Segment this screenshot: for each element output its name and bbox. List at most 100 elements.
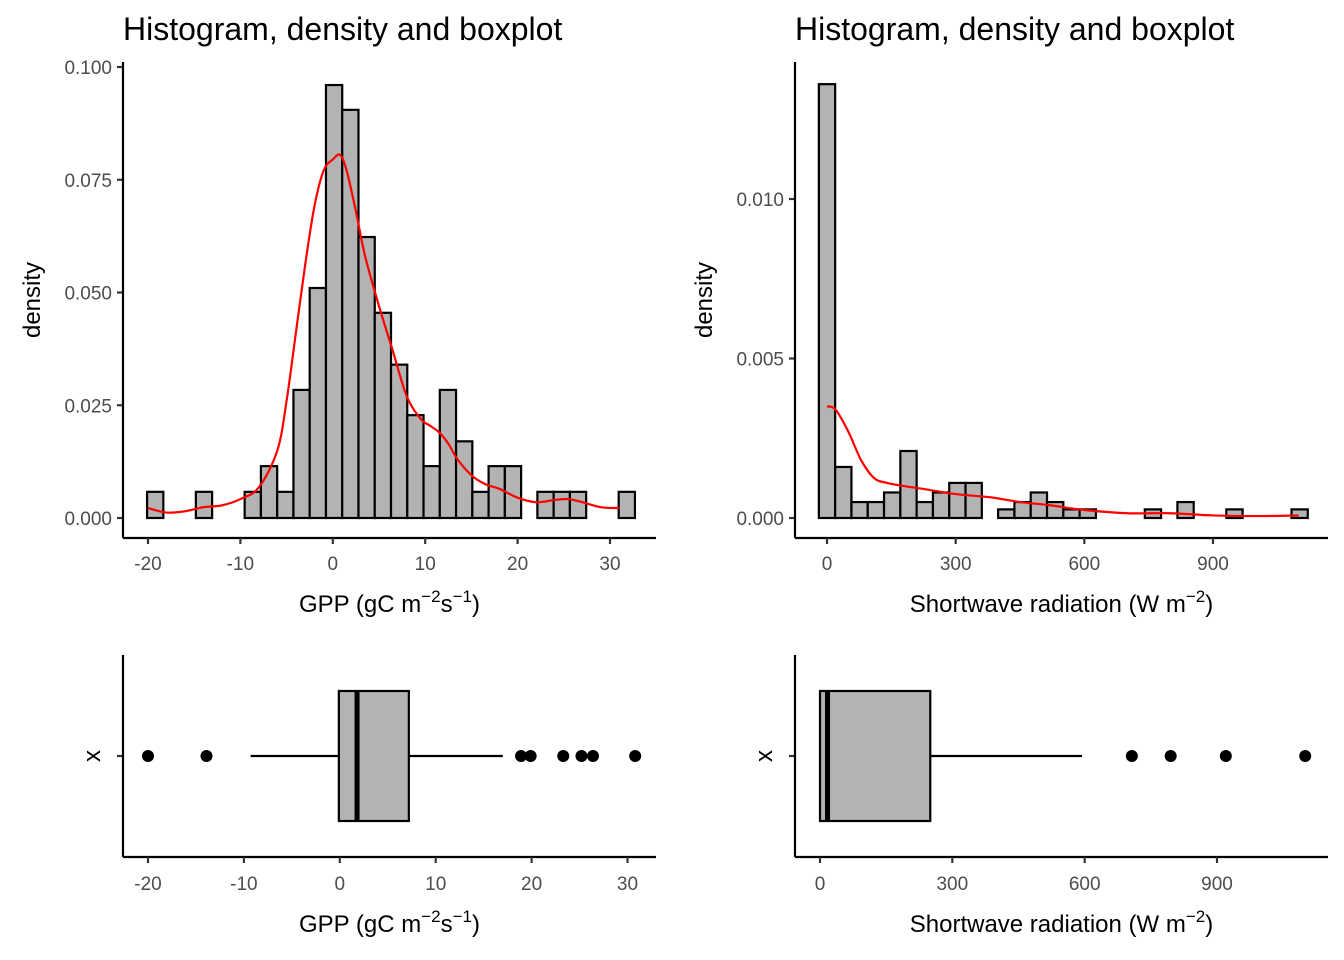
histogram-bar — [471, 490, 490, 520]
y-axis-title: density — [691, 262, 718, 338]
x-tick-label: 900 — [1197, 554, 1229, 575]
y-axis-title: x — [751, 750, 778, 762]
histogram-bar — [817, 83, 837, 520]
x-axis-title-text: ) — [1205, 591, 1213, 618]
x-axis-title-text: GPP (gC m — [299, 591, 421, 618]
x-tick-label: -20 — [134, 554, 161, 575]
histogram-bar — [373, 311, 393, 520]
x-axis-title-superscript: −1 — [453, 907, 472, 926]
y-tick-label: 0.005 — [736, 350, 784, 371]
x-tick-label: 0 — [335, 874, 346, 895]
histogram-bar — [915, 500, 935, 520]
x-axis-title-text: Shortwave radiation (W m — [910, 591, 1186, 618]
outlier-point — [515, 750, 528, 762]
x-axis-title: Shortwave radiation (W m−2) — [910, 587, 1213, 618]
x-tick-label: 300 — [940, 554, 972, 575]
histogram-bar — [948, 481, 967, 520]
x-axis-title-text: s — [441, 591, 453, 618]
outlier-point — [524, 750, 537, 762]
x-tick-label: 0 — [815, 874, 826, 895]
x-axis-title-text: s — [441, 911, 453, 938]
histogram-bar — [617, 490, 637, 520]
x-tick-label: -10 — [227, 554, 254, 575]
x-tick-label: 30 — [599, 554, 620, 575]
x-axis-title: GPP (gC m−2s−1) — [299, 907, 480, 938]
histogram-bar — [931, 491, 951, 520]
box-iqr — [337, 689, 410, 823]
histogram-bar — [834, 465, 853, 520]
density-curve — [826, 405, 1299, 518]
panel-3: x -20 -10 0 10 20 30 GPP (gC m−2s−1) — [79, 655, 656, 938]
histogram-bar — [194, 490, 214, 520]
y-tick-label: 0.010 — [736, 190, 784, 211]
chart-title: Histogram, density and boxplot — [123, 11, 562, 47]
histogram-bar — [997, 508, 1016, 520]
panel-2: Histogram, density and boxplot 0.000 0.005… — [691, 11, 1328, 618]
histogram-bar — [899, 449, 918, 520]
x-axis-title-text: ) — [472, 591, 480, 618]
panel-1: Histogram, density and boxplot 0.000 0.025… — [19, 11, 656, 618]
x-axis-title-superscript: −2 — [421, 587, 440, 606]
outlier-point — [586, 750, 599, 762]
x-axis-title-superscript: −2 — [421, 907, 440, 926]
histogram-bar — [292, 388, 311, 520]
x-axis-title-text: ) — [472, 911, 480, 938]
x-axis-title: GPP (gC m−2s−1) — [299, 587, 480, 618]
histogram-bars — [145, 83, 637, 520]
histogram-bar — [276, 490, 295, 520]
histogram-bar — [487, 465, 506, 520]
x-tick-label: 0 — [328, 554, 339, 575]
y-tick-label: 0.000 — [64, 509, 112, 530]
outlier-point — [1164, 750, 1177, 762]
x-tick-label: -20 — [134, 874, 161, 895]
histogram-bar — [882, 491, 902, 520]
histogram-bar — [259, 465, 279, 520]
outliers — [142, 750, 642, 762]
x-axis-title-text: ) — [1205, 911, 1213, 938]
histogram-bar — [1176, 500, 1195, 520]
x-tick-label: 0 — [822, 554, 833, 575]
x-tick-label: 300 — [936, 874, 968, 895]
histogram-bar — [964, 481, 983, 520]
histogram-bar — [850, 500, 869, 520]
y-tick-label: 0.050 — [64, 284, 112, 305]
histogram-bar — [308, 286, 328, 520]
x-tick-label: 600 — [1068, 554, 1100, 575]
outlier-point — [1299, 750, 1312, 762]
outliers — [1125, 750, 1312, 762]
x-tick-label: 30 — [617, 874, 638, 895]
y-axis-title: density — [19, 262, 46, 338]
outlier-point — [200, 750, 213, 762]
outlier-point — [1219, 750, 1232, 762]
x-tick-label: 10 — [415, 554, 436, 575]
x-tick-label: 20 — [507, 554, 528, 575]
panel-4: x 0 300 600 900 Shortwave radiation (W m−2) — [751, 655, 1328, 938]
histogram-bar — [422, 465, 441, 520]
histogram-bar — [341, 108, 360, 520]
histogram-bar — [1225, 508, 1244, 520]
y-tick-label: 0.100 — [64, 58, 112, 79]
y-tick-label: 0.025 — [64, 396, 112, 417]
x-tick-label: -10 — [230, 874, 257, 895]
box-iqr — [818, 689, 932, 823]
histogram-bar — [866, 500, 886, 520]
chart-title: Histogram, density and boxplot — [795, 11, 1234, 47]
histogram-bar — [389, 363, 409, 520]
x-axis-title-superscript: −1 — [453, 587, 472, 606]
x-axis-title-text: Shortwave radiation (W m — [910, 911, 1186, 938]
histogram-bar — [1013, 500, 1032, 520]
x-tick-label: 10 — [425, 874, 446, 895]
histogram-bar — [145, 490, 165, 520]
x-axis-title-text: GPP (gC m — [299, 911, 421, 938]
y-axis-title: x — [79, 750, 106, 762]
outlier-point — [557, 750, 570, 762]
outlier-point — [629, 750, 642, 762]
density-curve — [147, 153, 620, 514]
histogram-bar — [552, 490, 571, 520]
histogram-bar — [406, 414, 425, 520]
y-tick-label: 0.000 — [736, 509, 784, 530]
x-tick-label: 600 — [1069, 874, 1101, 895]
x-tick-label: 20 — [521, 874, 542, 895]
histogram-bar — [1290, 508, 1309, 520]
